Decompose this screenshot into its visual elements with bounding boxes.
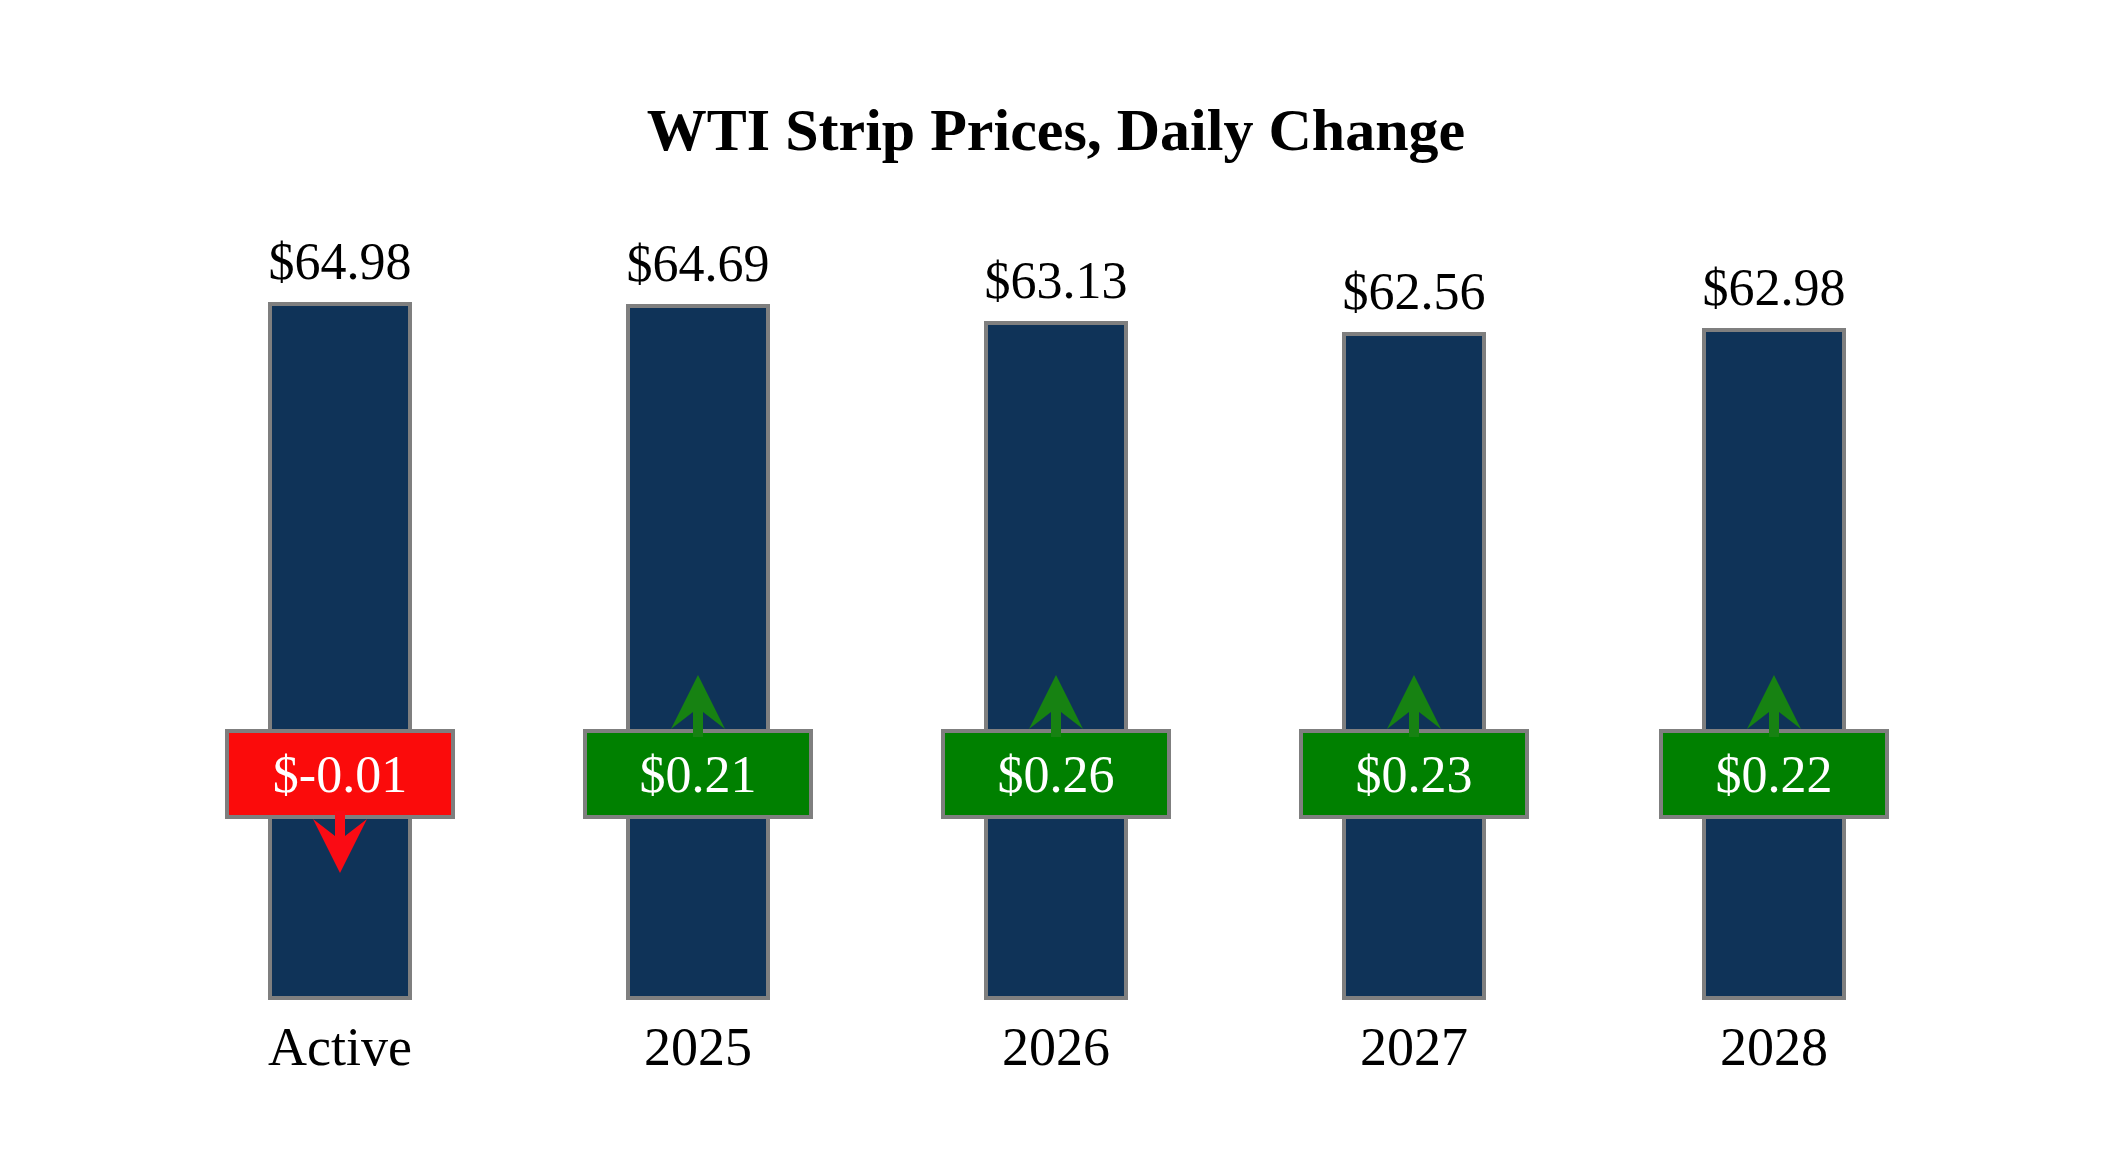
category-label: 2028 xyxy=(1624,1018,1924,1077)
change-badge: $0.21 xyxy=(583,729,813,819)
up-arrow-icon xyxy=(1747,675,1801,737)
up-arrow-icon xyxy=(1029,675,1083,737)
up-arrow-icon xyxy=(1387,675,1441,737)
change-badge: $0.26 xyxy=(941,729,1171,819)
price-bar xyxy=(1702,328,1846,1000)
change-badge: $0.23 xyxy=(1299,729,1529,819)
bar-group-2028: $62.98 $0.22 2028 xyxy=(0,0,2112,1152)
chart: WTI Strip Prices, Daily Change $64.98 $-… xyxy=(0,0,2112,1152)
change-badge: $0.22 xyxy=(1659,729,1889,819)
down-arrow-icon xyxy=(313,811,367,873)
change-badge: $-0.01 xyxy=(225,729,455,819)
price-label: $62.98 xyxy=(1624,262,1924,314)
up-arrow-icon xyxy=(671,675,725,737)
